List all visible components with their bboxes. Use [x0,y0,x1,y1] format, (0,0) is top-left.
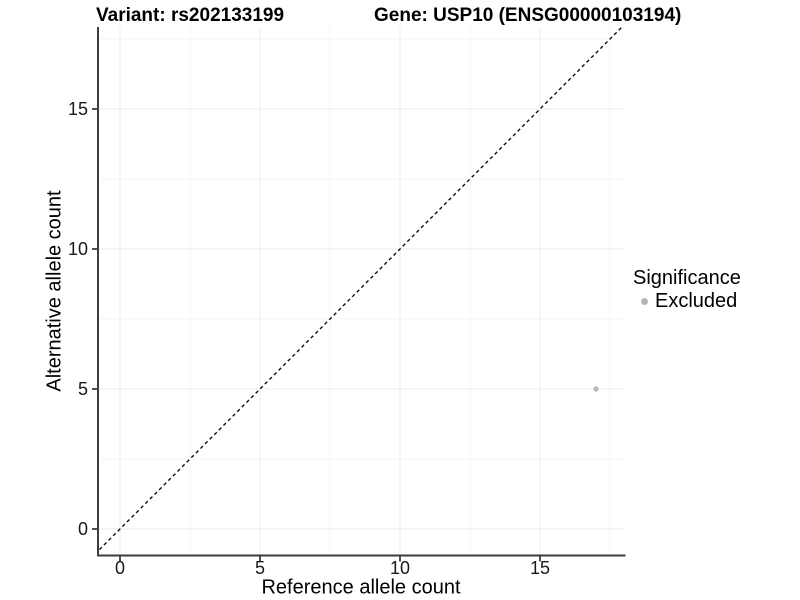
plot-title-variant: Variant: rs202133199 [96,5,285,26]
plot-title-gene: Gene: USP10 (ENSG00000103194) [374,5,682,26]
y-tick-label: 0 [78,519,88,539]
y-axis-title: Alternative allele count [43,190,66,392]
grid-minor [97,27,625,555]
data-point [593,386,599,392]
legend-title: Significance [633,267,741,289]
tick-marks [92,108,541,562]
x-axis-title: Reference allele count [261,576,461,599]
identity-line [97,27,623,553]
legend-item-excluded: Excluded [633,290,741,312]
x-tick-label: 10 [390,558,410,578]
y-tick-label: 15 [68,99,88,119]
x-tick-label: 15 [530,558,550,578]
legend: Significance Excluded [633,267,741,312]
y-tick-label: 5 [78,379,88,399]
x-tick-label: 5 [255,558,265,578]
x-tick-label: 0 [115,558,125,578]
excluded-point-icon [641,297,648,305]
grid-major [97,27,625,555]
legend-item-label: Excluded [655,290,738,312]
y-tick-label: 10 [68,239,88,259]
